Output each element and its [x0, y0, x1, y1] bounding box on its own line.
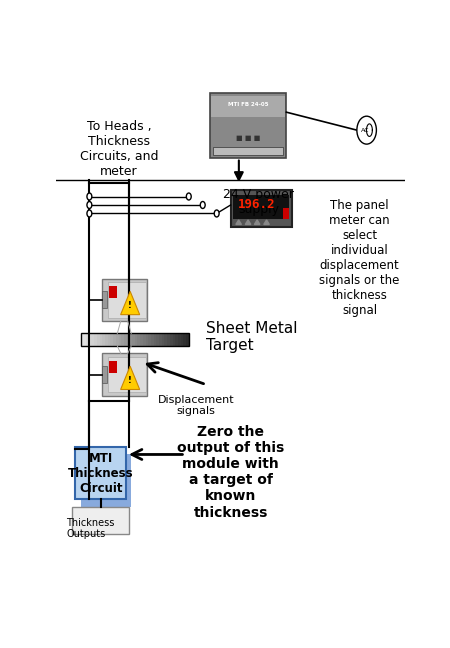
FancyBboxPatch shape: [83, 334, 87, 346]
FancyBboxPatch shape: [102, 353, 147, 396]
FancyBboxPatch shape: [108, 334, 111, 346]
FancyBboxPatch shape: [132, 334, 135, 346]
FancyBboxPatch shape: [102, 334, 106, 346]
FancyBboxPatch shape: [140, 334, 144, 346]
FancyBboxPatch shape: [210, 93, 287, 157]
FancyBboxPatch shape: [180, 334, 184, 346]
FancyBboxPatch shape: [156, 334, 160, 346]
Polygon shape: [245, 220, 251, 224]
Text: ■ ■ ■: ■ ■ ■: [236, 135, 260, 141]
Text: 24 V power
supply: 24 V power supply: [223, 187, 294, 216]
Text: Displacement
signals: Displacement signals: [158, 395, 234, 416]
Polygon shape: [121, 292, 140, 315]
FancyBboxPatch shape: [108, 357, 145, 393]
Circle shape: [186, 193, 191, 200]
Text: Sheet Metal
Target: Sheet Metal Target: [206, 321, 298, 353]
FancyBboxPatch shape: [110, 334, 114, 346]
FancyBboxPatch shape: [137, 334, 141, 346]
FancyBboxPatch shape: [126, 334, 130, 346]
FancyBboxPatch shape: [129, 334, 133, 346]
FancyBboxPatch shape: [124, 334, 127, 346]
Text: To Heads ,
Thickness
Circuits, and
meter: To Heads , Thickness Circuits, and meter: [80, 120, 158, 178]
FancyBboxPatch shape: [183, 334, 187, 346]
FancyBboxPatch shape: [234, 195, 289, 219]
FancyBboxPatch shape: [148, 334, 152, 346]
Circle shape: [87, 193, 92, 200]
Text: !: !: [128, 301, 132, 310]
FancyBboxPatch shape: [135, 334, 138, 346]
FancyBboxPatch shape: [81, 334, 84, 346]
FancyBboxPatch shape: [153, 334, 157, 346]
FancyBboxPatch shape: [175, 334, 179, 346]
FancyBboxPatch shape: [102, 366, 107, 383]
FancyBboxPatch shape: [145, 334, 149, 346]
FancyBboxPatch shape: [76, 447, 126, 500]
FancyBboxPatch shape: [167, 334, 171, 346]
Text: The panel
meter can
select
individual
displacement
signals or the
thickness
sign: The panel meter can select individual di…: [320, 198, 400, 316]
FancyBboxPatch shape: [109, 286, 117, 297]
Text: !: !: [128, 376, 132, 385]
Polygon shape: [254, 220, 260, 224]
FancyBboxPatch shape: [94, 334, 98, 346]
FancyBboxPatch shape: [159, 334, 162, 346]
FancyBboxPatch shape: [105, 334, 108, 346]
FancyBboxPatch shape: [89, 334, 92, 346]
FancyBboxPatch shape: [164, 334, 168, 346]
Circle shape: [357, 116, 376, 144]
Polygon shape: [264, 220, 270, 224]
FancyBboxPatch shape: [283, 208, 289, 219]
FancyBboxPatch shape: [212, 96, 285, 117]
Polygon shape: [121, 366, 140, 389]
FancyBboxPatch shape: [99, 334, 103, 346]
Circle shape: [87, 202, 92, 209]
FancyBboxPatch shape: [186, 334, 189, 346]
Polygon shape: [236, 220, 242, 224]
FancyBboxPatch shape: [72, 507, 130, 535]
Circle shape: [214, 210, 219, 217]
Text: AC: AC: [360, 128, 369, 133]
FancyBboxPatch shape: [151, 334, 154, 346]
FancyBboxPatch shape: [91, 334, 95, 346]
FancyBboxPatch shape: [102, 292, 107, 308]
FancyBboxPatch shape: [170, 334, 173, 346]
FancyBboxPatch shape: [81, 454, 131, 507]
FancyBboxPatch shape: [97, 334, 100, 346]
Text: 196.2: 196.2: [238, 198, 275, 211]
Text: MTI
Thickness
Circuit: MTI Thickness Circuit: [68, 452, 134, 494]
FancyBboxPatch shape: [113, 334, 117, 346]
FancyBboxPatch shape: [102, 279, 147, 321]
Text: MTI FB 24-05: MTI FB 24-05: [228, 102, 268, 107]
FancyBboxPatch shape: [109, 361, 117, 373]
FancyBboxPatch shape: [162, 334, 165, 346]
FancyBboxPatch shape: [143, 334, 146, 346]
FancyBboxPatch shape: [172, 334, 176, 346]
Circle shape: [200, 202, 205, 209]
FancyBboxPatch shape: [230, 190, 292, 227]
FancyBboxPatch shape: [108, 282, 145, 318]
FancyBboxPatch shape: [178, 334, 181, 346]
Text: Thickness
Outputs: Thickness Outputs: [66, 518, 114, 539]
FancyBboxPatch shape: [213, 147, 283, 155]
FancyBboxPatch shape: [86, 334, 90, 346]
Circle shape: [87, 210, 92, 217]
FancyBboxPatch shape: [121, 334, 125, 346]
FancyBboxPatch shape: [118, 334, 122, 346]
Text: Zero the
output of this
module with
a target of
known
thickness: Zero the output of this module with a ta…: [177, 424, 284, 520]
FancyBboxPatch shape: [116, 334, 119, 346]
